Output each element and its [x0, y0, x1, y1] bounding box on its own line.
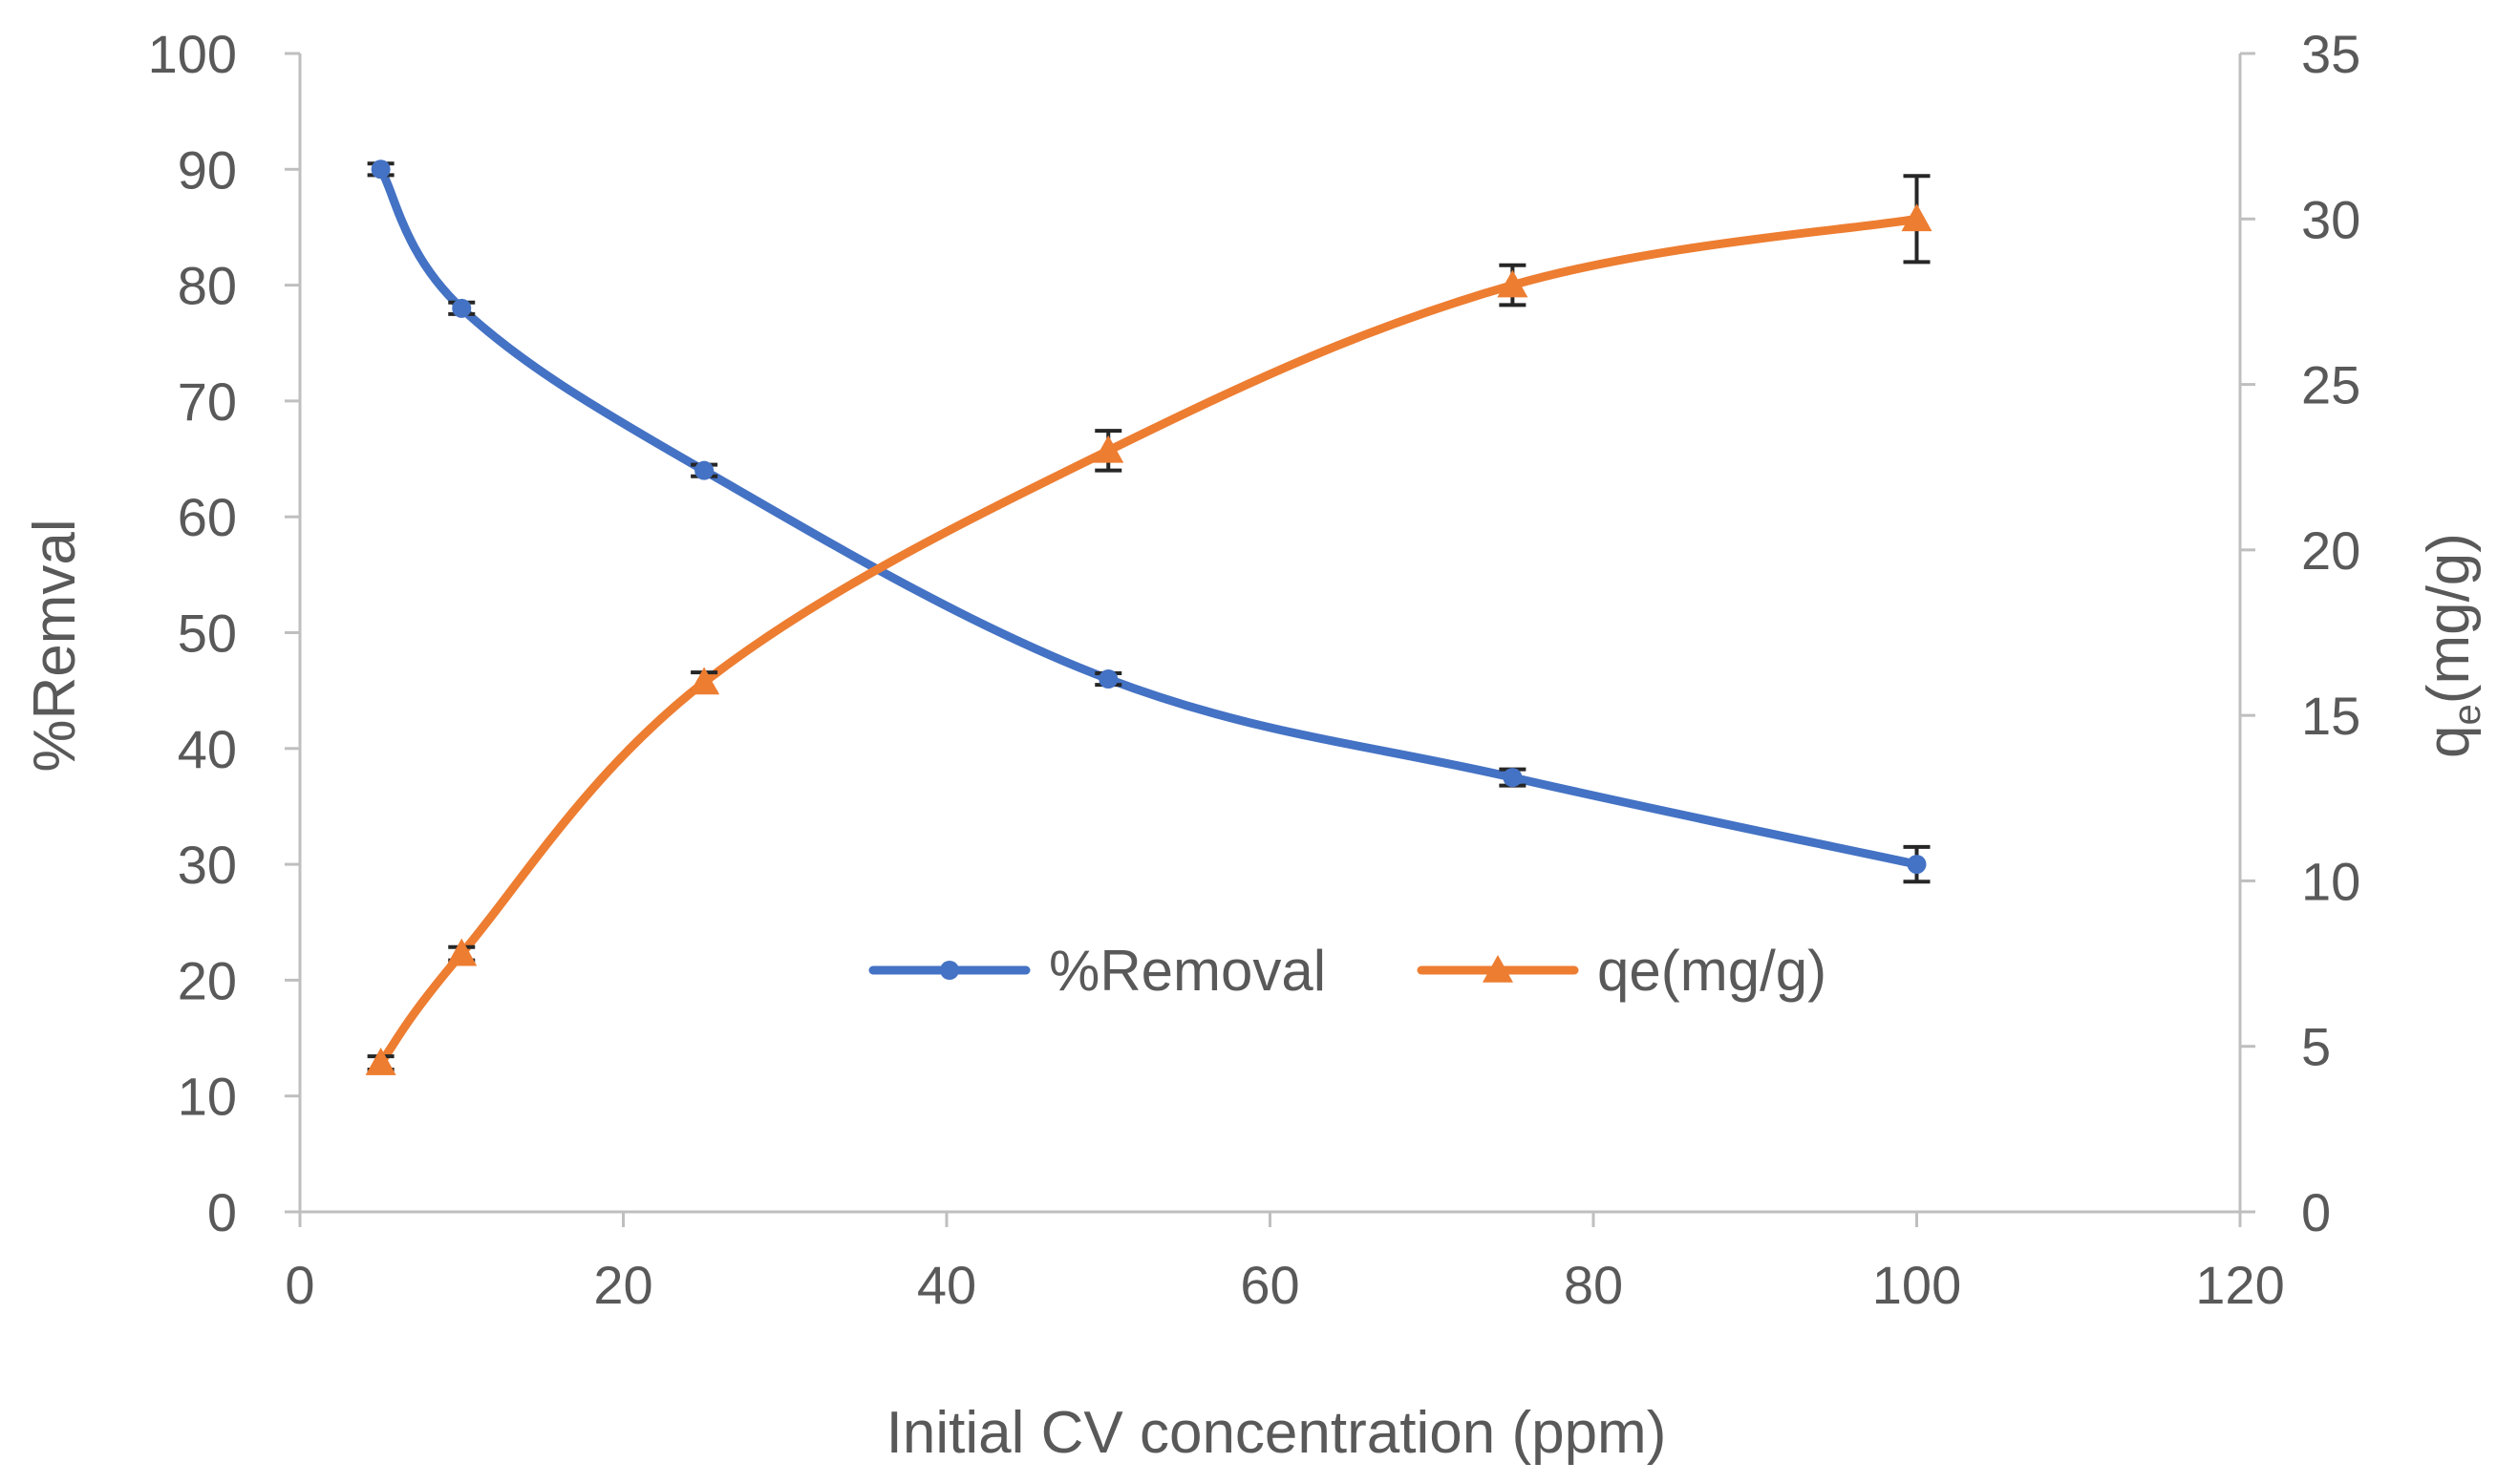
- y-right-tick-label: 15: [2301, 686, 2360, 746]
- y-right-tick-label: 25: [2301, 355, 2360, 415]
- series-layer: [365, 159, 1932, 1075]
- data-point: [446, 938, 478, 966]
- tick-labels: 0 20 40 60 80 100 120 0 10 20 30 40 50 60 70 80 90 100 0 5 1…: [148, 24, 2361, 1315]
- data-point: [689, 667, 720, 695]
- y-right-tick-label: 5: [2301, 1017, 2331, 1077]
- data-point: [1099, 669, 1119, 689]
- series-line: [376, 164, 1921, 869]
- y-left-tick-label: 20: [178, 950, 237, 1010]
- y-left-tick-label: 30: [178, 835, 237, 895]
- series-removal: [367, 159, 1931, 884]
- y-left-tick-label: 90: [178, 139, 237, 200]
- x-tick-label: 80: [1564, 1255, 1623, 1315]
- data-point: [365, 1048, 396, 1075]
- y-left-axis-title: %Remval: [22, 519, 88, 772]
- x-tick-label: 20: [593, 1255, 652, 1315]
- x-tick-label: 100: [1872, 1255, 1961, 1315]
- y-right-tick-label: 20: [2301, 520, 2360, 581]
- x-tick-label: 0: [285, 1255, 314, 1315]
- series-line: [376, 214, 1921, 1068]
- legend: %Removal qe(mg/g): [868, 939, 1826, 1003]
- y-left-tick-label: 0: [207, 1182, 237, 1242]
- y-right-tick-label: 10: [2301, 851, 2360, 911]
- data-point: [1093, 435, 1124, 463]
- y-right-tick-label: 0: [2301, 1182, 2331, 1242]
- series-qe: [365, 174, 1932, 1075]
- legend-marker: [1483, 955, 1513, 983]
- x-tick-label: 40: [917, 1255, 976, 1315]
- y-right-title-subscript: e: [2446, 704, 2488, 725]
- legend-marker: [940, 961, 959, 980]
- y-left-tick-label: 10: [178, 1067, 237, 1127]
- y-right-tick-label: 35: [2301, 24, 2360, 84]
- data-point: [1497, 269, 1528, 298]
- y-right-title-main: q: [2416, 725, 2482, 757]
- legend-item-removal: %Removal: [868, 939, 1326, 1003]
- legend-label: %Removal: [1049, 939, 1326, 1003]
- legend-item-qe: qe(mg/g): [1417, 939, 1826, 1003]
- y-left-tick-label: 70: [178, 371, 237, 432]
- data-point: [694, 460, 715, 480]
- data-point: [1901, 203, 1932, 232]
- y-left-tick-label: 50: [178, 604, 237, 664]
- data-point: [371, 159, 391, 180]
- axes: [285, 52, 2255, 1227]
- y-left-tick-label: 40: [178, 719, 237, 779]
- y-right-axis-title: qe(mg/g): [2416, 533, 2488, 758]
- x-axis-title: Initial CV concentration (ppm): [886, 1400, 1667, 1466]
- data-point: [1503, 768, 1523, 788]
- data-point: [452, 298, 472, 318]
- legend-label: qe(mg/g): [1597, 939, 1826, 1003]
- y-right-tick-label: 30: [2301, 189, 2360, 249]
- data-point: [1907, 855, 1927, 875]
- y-left-tick-label: 80: [178, 256, 237, 316]
- y-right-title-rest: (mg/g): [2416, 533, 2482, 704]
- y-left-tick-label: 100: [148, 24, 237, 84]
- y-left-tick-label: 60: [178, 487, 237, 547]
- x-tick-label: 60: [1240, 1255, 1299, 1315]
- x-tick-label: 120: [2195, 1255, 2284, 1315]
